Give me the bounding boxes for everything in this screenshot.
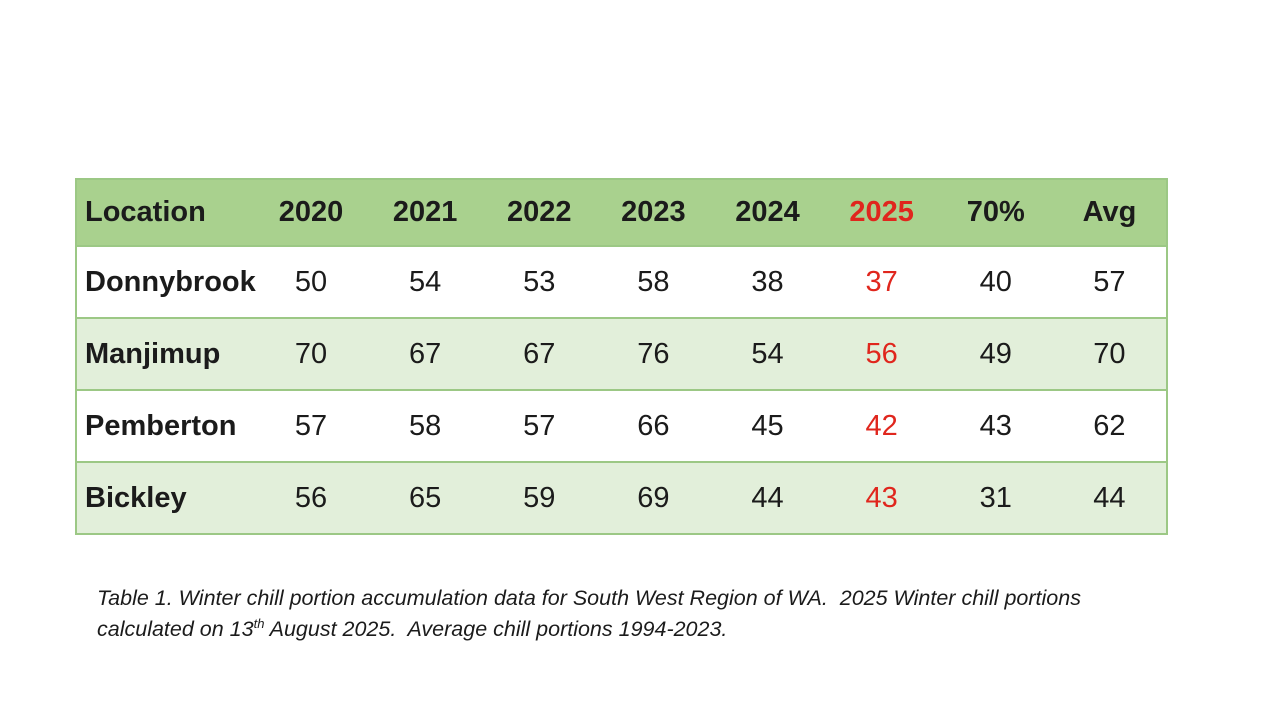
- value-cell: 58: [368, 389, 483, 463]
- value-cell: 44: [1052, 461, 1169, 535]
- value-cell: 54: [368, 245, 483, 319]
- value-cell: 43: [824, 461, 939, 535]
- column-header-2022: 2022: [482, 178, 597, 247]
- value-cell: 62: [1052, 389, 1169, 463]
- location-cell: Pemberton: [75, 389, 254, 463]
- value-cell: 66: [596, 389, 711, 463]
- value-cell: 56: [824, 317, 939, 391]
- value-cell: 57: [482, 389, 597, 463]
- column-header-2020: 2020: [254, 178, 369, 247]
- table-row: Bickley 56 65 59 69 44 43 31 44: [75, 461, 1169, 535]
- value-cell: 76: [596, 317, 711, 391]
- value-cell: 38: [710, 245, 825, 319]
- value-cell: 54: [710, 317, 825, 391]
- value-cell: 57: [254, 389, 369, 463]
- header-row: Location 2020 2021 2022 2023 2024 2025 70% Avg: [75, 178, 1169, 247]
- value-cell: 65: [368, 461, 483, 535]
- value-cell: 57: [1052, 245, 1169, 319]
- location-cell: Donnybrook: [75, 245, 256, 319]
- caption-line2-rest: August 2025. Average chill portions 1994…: [264, 617, 728, 641]
- value-cell: 70: [1052, 317, 1169, 391]
- value-cell: 69: [596, 461, 711, 535]
- value-cell: 58: [596, 245, 711, 319]
- value-cell: 40: [938, 245, 1053, 319]
- value-cell: 67: [368, 317, 483, 391]
- column-header-avg: Avg: [1052, 178, 1169, 247]
- location-cell: Manjimup: [75, 317, 254, 391]
- caption-line2-text: portions calculated on 13: [97, 586, 1087, 641]
- value-cell: 31: [938, 461, 1053, 535]
- value-cell: 56: [254, 461, 369, 535]
- column-header-70: 70%: [938, 178, 1053, 247]
- value-cell: 42: [824, 389, 939, 463]
- value-cell: 50: [254, 245, 369, 319]
- value-cell: 59: [482, 461, 597, 535]
- table-caption: Table 1. Winter chill portion accumulati…: [97, 583, 1142, 645]
- value-cell: 67: [482, 317, 597, 391]
- chill-portion-table: Location 2020 2021 2022 2023 2024 2025 70% Avg D…: [75, 178, 1169, 535]
- table-row: Manjimup 70 67 67 76 54 56 49 70: [75, 317, 1169, 391]
- table-row: Pemberton 57 58 57 66 45 42 43 62: [75, 389, 1169, 463]
- column-header-location: Location: [75, 178, 254, 247]
- caption-ordinal-suffix: th: [253, 615, 265, 631]
- table-row: Donnybrook 50 54 53 58 38 37 40 57: [75, 245, 1169, 319]
- value-cell: 70: [254, 317, 369, 391]
- column-header-2024: 2024: [710, 178, 825, 247]
- value-cell: 45: [710, 389, 825, 463]
- value-cell: 43: [938, 389, 1053, 463]
- location-cell: Bickley: [75, 461, 254, 535]
- column-header-2021: 2021: [368, 178, 483, 247]
- value-cell: 49: [938, 317, 1053, 391]
- table-body: Donnybrook 50 54 53 58 38 37 40 57 Manjimup 70 67 67…: [75, 245, 1169, 535]
- caption-line1: Table 1. Winter chill portion accumulati…: [97, 586, 1005, 610]
- column-header-2025: 2025: [824, 178, 939, 247]
- value-cell: 37: [824, 245, 939, 319]
- value-cell: 53: [482, 245, 597, 319]
- value-cell: 44: [710, 461, 825, 535]
- table-header: Location 2020 2021 2022 2023 2024 2025 70% Avg: [75, 178, 1169, 247]
- column-header-2023: 2023: [596, 178, 711, 247]
